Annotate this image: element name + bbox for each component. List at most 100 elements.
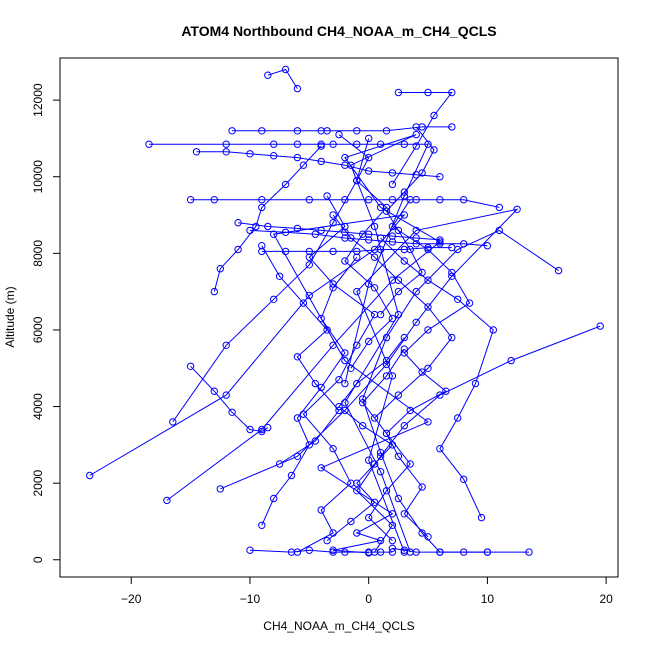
data-point	[418, 123, 426, 131]
data-point	[400, 140, 408, 148]
data-point	[370, 222, 379, 231]
data-point	[400, 422, 408, 430]
data-point	[365, 196, 373, 204]
data-point	[317, 140, 325, 148]
data-point	[353, 487, 361, 495]
data-point	[293, 224, 302, 233]
data-point	[454, 245, 462, 254]
x-tick-label: −10	[240, 592, 261, 606]
data-point	[270, 230, 278, 238]
data-point	[436, 240, 444, 248]
data-point	[370, 253, 379, 261]
data-point	[382, 487, 391, 495]
x-tick-label: −20	[121, 592, 142, 606]
data-point	[317, 226, 325, 235]
data-point	[454, 295, 462, 303]
data-point	[270, 295, 278, 303]
data-point	[353, 247, 361, 256]
data-point	[388, 169, 397, 177]
data-point	[424, 140, 432, 148]
data-point	[335, 406, 343, 415]
data-point	[376, 548, 385, 556]
data-point	[400, 257, 408, 265]
data-point	[258, 427, 266, 436]
data-point	[418, 169, 426, 177]
data-point	[412, 130, 420, 139]
data-point	[323, 326, 331, 334]
series-18	[388, 544, 533, 556]
data-point	[270, 494, 278, 503]
series-line	[326, 337, 405, 541]
data-point	[145, 140, 153, 148]
data-point	[293, 548, 302, 556]
data-point	[228, 127, 236, 135]
data-point	[406, 406, 414, 415]
data-point	[388, 314, 397, 323]
series-line	[338, 134, 394, 369]
series-line	[190, 199, 500, 208]
data-point	[424, 245, 432, 254]
data-point	[507, 356, 515, 365]
data-point	[258, 203, 266, 212]
data-point	[329, 140, 337, 148]
data-point	[305, 441, 313, 449]
data-point	[317, 314, 325, 323]
data-point	[353, 127, 361, 135]
data-point	[258, 196, 266, 204]
data-point	[210, 196, 219, 204]
data-point	[418, 368, 426, 376]
data-point	[376, 140, 385, 148]
data-point	[382, 203, 391, 212]
y-axis: 0 2000 4000 6000 8000 10000 12000	[31, 83, 61, 563]
data-point	[382, 372, 391, 380]
series-line	[267, 68, 298, 89]
data-point	[258, 127, 266, 135]
data-point	[454, 414, 462, 422]
series-line	[380, 237, 494, 518]
data-point	[412, 226, 420, 235]
data-point	[388, 521, 397, 529]
data-point	[246, 546, 254, 554]
series-line	[261, 245, 340, 465]
data-point	[460, 196, 468, 204]
data-point	[400, 333, 408, 342]
data-point	[460, 475, 468, 483]
data-point	[382, 127, 391, 135]
data-point	[436, 196, 444, 204]
data-point	[382, 429, 391, 438]
data-point	[335, 376, 343, 384]
data-point	[376, 310, 385, 319]
series-line	[238, 222, 440, 241]
data-point	[382, 333, 391, 342]
data-point	[365, 548, 373, 556]
data-point	[436, 173, 444, 181]
data-point	[394, 452, 403, 460]
series-15	[186, 362, 272, 436]
data-point	[329, 211, 337, 219]
data-point	[317, 506, 325, 514]
data-point	[252, 222, 260, 231]
x-tick-label: 20	[599, 592, 613, 606]
data-point	[222, 148, 230, 156]
data-point	[525, 548, 533, 556]
data-point	[169, 418, 177, 426]
data-point	[281, 65, 290, 74]
series-line	[232, 126, 452, 132]
data-point	[430, 111, 438, 120]
data-point	[323, 127, 331, 135]
data-point	[305, 291, 313, 300]
data-point	[436, 548, 444, 556]
data-point	[370, 498, 379, 506]
data-point	[317, 464, 325, 472]
y-tick-label: 8000	[31, 240, 45, 267]
data-point	[293, 353, 302, 361]
series-line	[149, 143, 429, 384]
data-point	[448, 333, 456, 342]
data-point	[186, 362, 195, 370]
data-point	[365, 236, 373, 244]
data-point	[436, 445, 444, 453]
x-tick-label: 10	[481, 592, 495, 606]
chart-title: ATOM4 Northbound CH4_NOAA_m_CH4_QCLS	[181, 23, 496, 39]
data-point	[341, 379, 349, 388]
series-line	[297, 195, 376, 553]
